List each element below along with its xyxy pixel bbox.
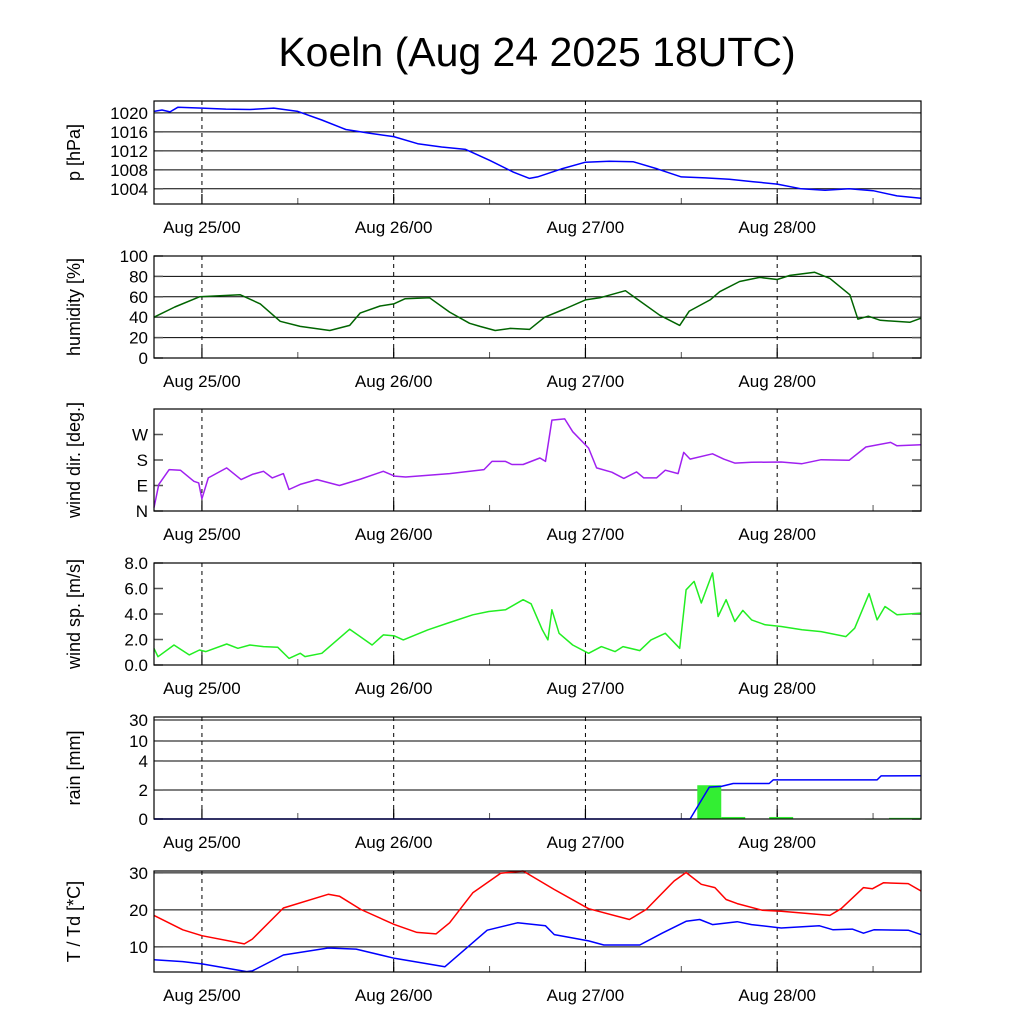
x-tick-label: Aug 27/00	[547, 372, 625, 391]
rain-bar	[697, 785, 722, 819]
x-tick-label: Aug 26/00	[355, 986, 433, 1005]
x-tick-label: Aug 28/00	[738, 833, 816, 852]
y-axis-label: humidity [%]	[64, 258, 84, 356]
temperature-panel: 10 20 30 Aug 25/00 Aug 26/00 Aug 27/00 Aug 28/…	[64, 864, 922, 1005]
pressure-line	[153, 106, 922, 200]
y-tick-label: 0.0	[124, 656, 148, 675]
y-tick-label: 10	[129, 938, 148, 957]
chart-title: Koeln (Aug 24 2025 18UTC)	[278, 29, 795, 75]
x-tick-label: Aug 26/00	[355, 218, 433, 237]
y-tick-label: 80	[129, 267, 148, 286]
x-tick-label: Aug 25/00	[163, 833, 241, 852]
y-tick-label: 8.0	[124, 554, 148, 573]
y-tick-label: E	[137, 477, 148, 496]
y-tick-label: 0	[139, 349, 148, 368]
y-tick-label: 1004	[110, 180, 148, 199]
wind-direction-line	[153, 418, 922, 508]
y-tick-label: 40	[129, 308, 148, 327]
y-tick-label: 4.0	[124, 605, 148, 624]
y-axis-label: wind sp. [m/s]	[64, 559, 84, 670]
y-tick-label: 100	[120, 247, 148, 266]
y-tick-label: 60	[129, 288, 148, 307]
plot-frame	[153, 870, 922, 973]
x-tick-label: Aug 25/00	[163, 679, 241, 698]
x-tick-label: Aug 26/00	[355, 679, 433, 698]
y-axis-label: rain [mm]	[64, 730, 84, 805]
x-tick-label: Aug 28/00	[738, 372, 816, 391]
x-tick-label: Aug 25/00	[163, 218, 241, 237]
y-tick-label: 1008	[110, 161, 148, 180]
y-tick-label: W	[132, 426, 148, 445]
humidity-line	[153, 271, 922, 332]
y-tick-label: 20	[129, 901, 148, 920]
y-tick-label: 0	[139, 810, 148, 829]
x-tick-label: Aug 27/00	[547, 679, 625, 698]
y-axis-label: T / Td [*C]	[64, 881, 84, 962]
dew-point-line	[153, 918, 922, 973]
rain-bar	[721, 816, 746, 819]
y-tick-label: 2.0	[124, 631, 148, 650]
x-tick-label: Aug 28/00	[738, 986, 816, 1005]
x-tick-label: Aug 26/00	[355, 833, 433, 852]
plot-frame	[153, 716, 922, 820]
x-tick-label: Aug 28/00	[738, 525, 816, 544]
x-tick-label: Aug 25/00	[163, 525, 241, 544]
y-tick-label: 30	[129, 711, 148, 730]
y-tick-label: 1012	[110, 142, 148, 161]
accumulated-rain-line	[154, 775, 922, 820]
plot-frame	[153, 562, 922, 666]
rain-panel: 0 2 410 30 Aug 25/00 Aug 26/00 Aug 27/00 Aug 28…	[64, 711, 922, 852]
wind-speed-panel: 0.0 2.0 4.0 6.0 8.0 Aug 25/00 Aug 26/00 Aug 27/…	[64, 554, 922, 698]
x-tick-label: Aug 27/00	[547, 833, 625, 852]
y-axis-label: wind dir. [deg.]	[64, 402, 84, 519]
y-tick-label: 1020	[110, 104, 148, 123]
y-tick-label: 6.0	[124, 580, 148, 599]
y-tick-label: 4	[139, 752, 148, 771]
x-tick-label: Aug 27/00	[547, 525, 625, 544]
y-tick-label: S	[137, 451, 148, 470]
y-tick-label: 30	[129, 864, 148, 883]
y-tick-label: 10	[129, 732, 148, 751]
x-tick-label: Aug 28/00	[738, 218, 816, 237]
x-tick-label: Aug 25/00	[163, 986, 241, 1005]
plot-frame	[153, 255, 922, 359]
y-tick-label: 1016	[110, 123, 148, 142]
x-tick-label: Aug 26/00	[355, 525, 433, 544]
wind-speed-line	[153, 572, 922, 660]
temperature-line	[153, 870, 922, 945]
x-tick-label: Aug 28/00	[738, 679, 816, 698]
y-tick-label: N	[136, 502, 148, 521]
plot-frame	[153, 100, 922, 205]
y-tick-label: 20	[129, 329, 148, 348]
plot-frame	[153, 408, 922, 512]
x-tick-label: Aug 27/00	[547, 986, 625, 1005]
x-tick-label: Aug 25/00	[163, 372, 241, 391]
rain-bar	[769, 816, 794, 819]
y-tick-label: 2	[139, 781, 148, 800]
x-tick-label: Aug 26/00	[355, 372, 433, 391]
x-tick-label: Aug 27/00	[547, 218, 625, 237]
y-axis-label: p [hPa]	[64, 124, 84, 181]
